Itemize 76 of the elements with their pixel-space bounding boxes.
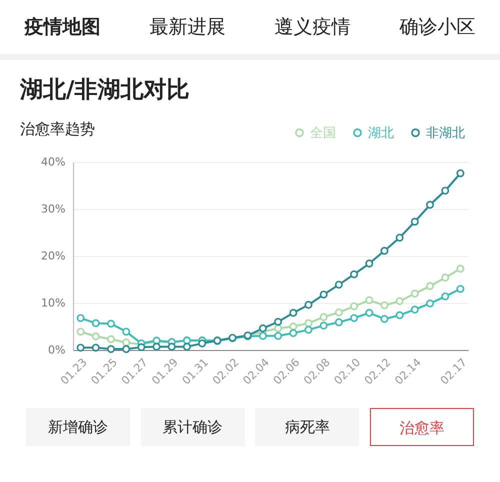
point	[380, 315, 388, 323]
point	[304, 300, 312, 309]
point	[380, 301, 388, 310]
point	[258, 324, 267, 332]
y-tick-label: 10%	[41, 296, 66, 310]
point	[350, 270, 358, 278]
point	[441, 274, 450, 282]
point	[456, 264, 464, 273]
point	[76, 328, 85, 336]
text: 确诊小区	[400, 15, 476, 40]
point	[334, 308, 343, 316]
point	[350, 302, 358, 310]
point	[396, 311, 404, 320]
point	[289, 322, 298, 330]
text: 病死率	[255, 408, 360, 446]
point	[92, 319, 100, 328]
point	[258, 332, 267, 340]
point	[426, 282, 434, 290]
point	[320, 322, 328, 330]
legend-label: 非湖北	[426, 126, 465, 141]
point	[182, 342, 191, 351]
legend-label: 湖北	[368, 126, 394, 141]
point	[441, 292, 450, 300]
legend-label: 全国	[310, 126, 336, 141]
point	[380, 246, 388, 255]
point	[92, 332, 100, 340]
text: 最新进展	[150, 15, 226, 40]
point	[410, 306, 419, 314]
chart-subtitle: 治愈率趋势	[20, 120, 95, 139]
point	[320, 290, 328, 298]
point	[456, 169, 464, 178]
y-tick-label: 0%	[48, 344, 66, 356]
y-tick-label: 20%	[41, 250, 66, 262]
point	[107, 335, 115, 344]
point	[198, 339, 206, 348]
point	[426, 200, 434, 209]
point	[152, 342, 161, 351]
point	[396, 297, 404, 306]
point	[76, 344, 85, 352]
point	[410, 218, 419, 226]
point	[274, 324, 282, 332]
point	[274, 318, 282, 326]
point	[410, 290, 419, 298]
text: 疫情地图	[24, 15, 100, 40]
point	[137, 343, 146, 352]
point	[320, 313, 328, 322]
point	[365, 260, 374, 268]
point	[334, 318, 343, 326]
y-tick-label: 30%	[41, 202, 66, 216]
point	[304, 326, 312, 334]
point	[289, 329, 298, 338]
point	[365, 308, 374, 317]
point	[334, 280, 343, 289]
point	[441, 186, 450, 195]
point	[92, 344, 100, 352]
point	[122, 345, 130, 354]
y-tick-label: 40%	[41, 156, 66, 168]
point	[304, 319, 312, 328]
point	[456, 284, 464, 293]
point	[289, 308, 298, 317]
point	[122, 338, 130, 346]
point	[365, 296, 374, 304]
text: 治愈率	[370, 408, 474, 446]
point	[107, 345, 115, 354]
point	[168, 342, 176, 351]
point	[107, 320, 115, 328]
point	[274, 332, 282, 340]
text: 新增确诊	[26, 408, 130, 446]
point	[122, 328, 130, 336]
point	[426, 300, 434, 308]
text: 遵义疫情	[274, 15, 350, 40]
chart-title: 湖北/非湖北对比	[20, 76, 190, 105]
point	[76, 314, 85, 322]
point	[396, 234, 404, 242]
text: 累计确诊	[140, 408, 245, 446]
point	[350, 314, 358, 322]
